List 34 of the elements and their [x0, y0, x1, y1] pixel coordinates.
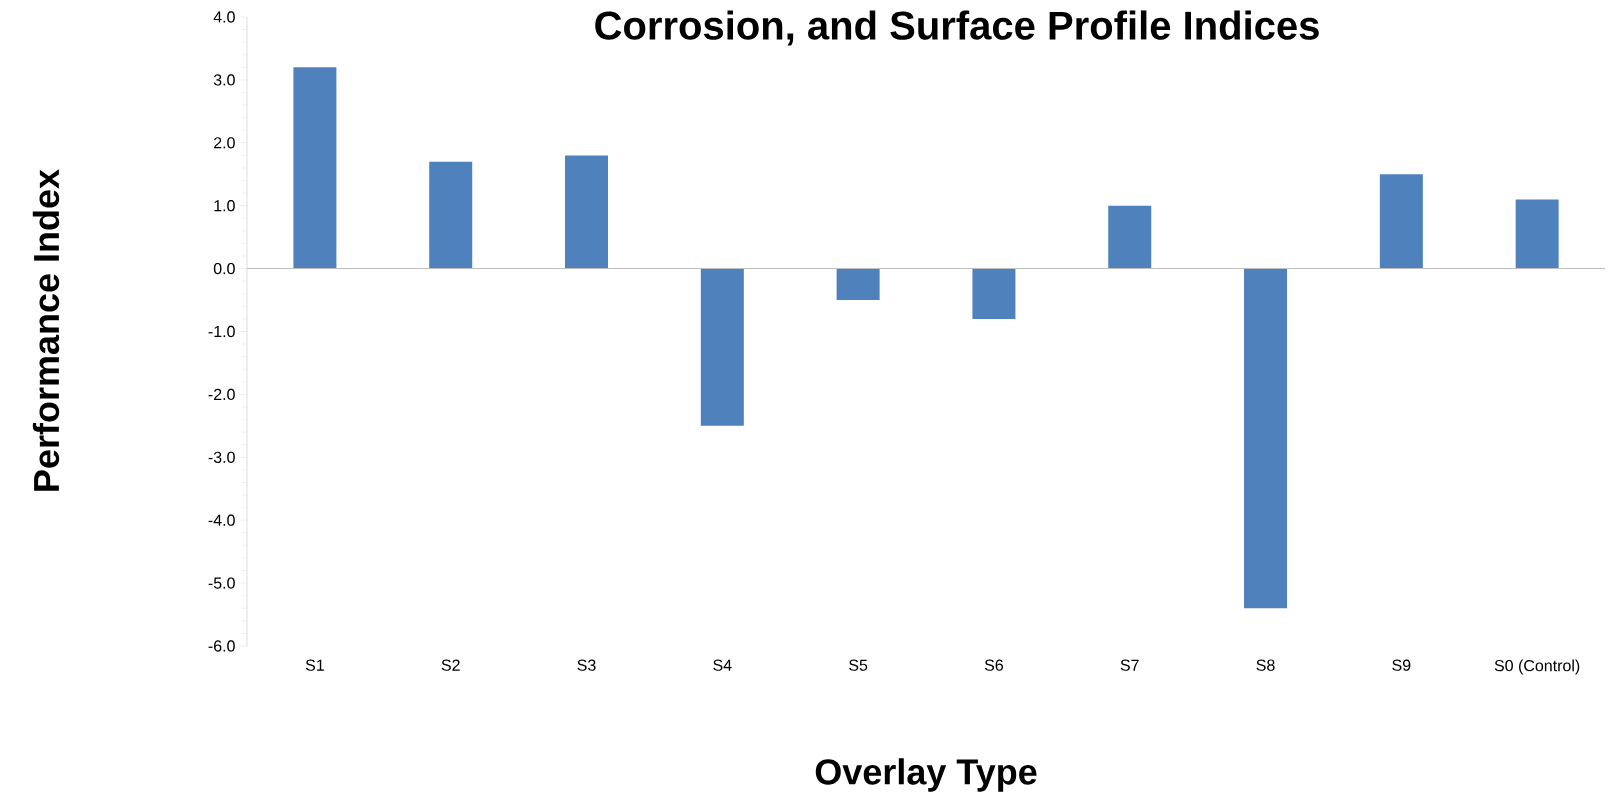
y-tick-label: -4.0 — [208, 514, 235, 526]
bar — [565, 155, 609, 269]
x-tick-label: S6 — [984, 659, 1003, 671]
y-tick-label: 0.0 — [213, 262, 235, 275]
x-tick-label: S7 — [1120, 659, 1139, 671]
y-tick-label: 3.0 — [213, 74, 235, 86]
x-tick-label: S0 (Control) — [1494, 659, 1580, 675]
x-tick-label: S5 — [849, 659, 868, 671]
y-tick-label: -2.0 — [208, 388, 235, 401]
x-tick-label: S9 — [1392, 659, 1411, 671]
x-tick-label: S2 — [441, 659, 460, 671]
y-tick-label: -6.0 — [208, 640, 235, 652]
x-tick-label: S4 — [713, 659, 732, 671]
y-tick-label: -5.0 — [208, 577, 235, 589]
y-tick-label: -1.0 — [208, 325, 235, 338]
bar — [836, 268, 880, 301]
y-tick-label: 1.0 — [214, 200, 235, 212]
y-tick-label: -3.0 — [208, 451, 235, 463]
bar — [1379, 174, 1423, 269]
bar — [700, 268, 744, 426]
x-axis-title: Overlay Type — [815, 758, 1037, 792]
bar — [1515, 199, 1559, 269]
x-tick-label: S8 — [1256, 659, 1275, 671]
x-tick-label: S3 — [577, 659, 596, 671]
bar — [1244, 268, 1288, 609]
bar — [293, 67, 337, 269]
y-tick-label: 2.0 — [214, 137, 235, 149]
bar — [972, 268, 1016, 319]
chart-title: Corrosion, and Surface Profile Indices — [595, 10, 1319, 46]
x-tick-label: S1 — [305, 659, 324, 671]
y-axis-title: Performance Index — [32, 169, 60, 491]
bar — [1108, 205, 1152, 269]
bar — [429, 161, 473, 269]
y-tick-label: 4.0 — [213, 11, 235, 23]
